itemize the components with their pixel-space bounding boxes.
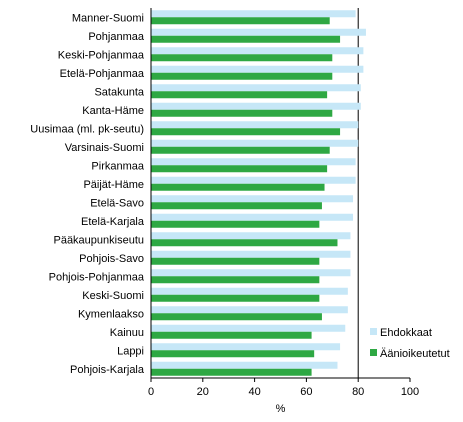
- legend-swatch-0: [370, 328, 377, 335]
- legend-label-0: Ehdokkaat: [380, 327, 432, 339]
- category-labels: Manner-Suomi Pohjanmaa Keski-Pohjanmaa Etel…: [30, 12, 145, 376]
- bar-ehdokkaat-17: [151, 324, 346, 332]
- category-label: Satakunta: [94, 86, 144, 98]
- bar-ehdokkaat-14: [151, 269, 351, 277]
- bar-aanioikeutetut-17: [151, 331, 312, 339]
- category-label: Etelä-Karjala: [81, 216, 145, 228]
- bar-aanioikeutetut-11: [151, 220, 320, 228]
- legend-label-1: Äänioikeutetut: [380, 348, 450, 360]
- bar-aanioikeutetut-14: [151, 276, 320, 284]
- bar-ehdokkaat-1: [151, 28, 366, 36]
- bar-aanioikeutetut-3: [151, 72, 333, 80]
- x-tick-label: 100: [401, 386, 419, 398]
- category-label: Pirkanmaa: [91, 160, 144, 172]
- category-label: Kymenlaakso: [78, 308, 144, 320]
- bar-ehdokkaat-7: [151, 139, 359, 147]
- bar-aanioikeutetut-18: [151, 350, 315, 358]
- bar-aanioikeutetut-12: [151, 239, 338, 247]
- bar-ehdokkaat-12: [151, 232, 351, 240]
- bar-aanioikeutetut-5: [151, 109, 333, 117]
- bar-ehdokkaat-6: [151, 121, 359, 129]
- bar-ehdokkaat-0: [151, 10, 356, 18]
- category-label: Etelä-Savo: [90, 197, 144, 209]
- category-label: Etelä-Pohjanmaa: [60, 68, 145, 80]
- bar-ehdokkaat-4: [151, 84, 361, 92]
- category-label: Pohjanmaa: [88, 31, 145, 43]
- bar-ehdokkaat-16: [151, 306, 348, 314]
- bar-aanioikeutetut-16: [151, 313, 322, 321]
- x-tick-label: 80: [352, 386, 364, 398]
- bars: [151, 10, 366, 376]
- bar-ehdokkaat-13: [151, 250, 351, 258]
- bar-aanioikeutetut-0: [151, 17, 330, 25]
- bar-ehdokkaat-19: [151, 361, 338, 369]
- bar-ehdokkaat-15: [151, 287, 348, 295]
- bar-ehdokkaat-18: [151, 343, 341, 351]
- category-label: Kainuu: [110, 327, 144, 339]
- x-axis-title: %: [276, 403, 286, 415]
- bar-aanioikeutetut-19: [151, 368, 312, 376]
- category-label: Pohjois-Karjala: [70, 364, 145, 376]
- x-axis: 0 20 40 60 80 100: [148, 8, 419, 398]
- bar-ehdokkaat-2: [151, 47, 364, 55]
- category-label: Kanta-Häme: [82, 105, 144, 117]
- category-label: Pääkaupunkiseutu: [53, 234, 144, 246]
- legend-swatch-1: [370, 349, 377, 356]
- bar-aanioikeutetut-2: [151, 54, 333, 62]
- category-label: Päijät-Häme: [83, 179, 144, 191]
- category-label: Keski-Suomi: [82, 290, 144, 302]
- bar-ehdokkaat-10: [151, 195, 354, 203]
- bar-aanioikeutetut-4: [151, 91, 328, 99]
- x-tick-label: 20: [197, 386, 209, 398]
- bar-aanioikeutetut-10: [151, 202, 322, 210]
- bar-aanioikeutetut-6: [151, 128, 341, 136]
- bar-ehdokkaat-3: [151, 65, 364, 73]
- category-label: Keski-Pohjanmaa: [58, 49, 145, 61]
- bar-ehdokkaat-11: [151, 213, 354, 221]
- x-tick-label: 40: [248, 386, 260, 398]
- x-tick-label: 0: [148, 386, 154, 398]
- legend: Ehdokkaat Äänioikeutetut: [370, 327, 450, 360]
- bar-ehdokkaat-9: [151, 176, 356, 184]
- bar-ehdokkaat-5: [151, 102, 361, 110]
- x-tick-label: 60: [300, 386, 312, 398]
- bar-aanioikeutetut-15: [151, 294, 320, 302]
- category-label: Varsinais-Suomi: [65, 142, 144, 154]
- bar-aanioikeutetut-1: [151, 35, 341, 43]
- bar-ehdokkaat-8: [151, 158, 356, 166]
- bar-aanioikeutetut-7: [151, 146, 330, 154]
- category-label: Pohjois-Savo: [79, 253, 144, 265]
- category-label: Lappi: [117, 345, 144, 357]
- category-label: Uusimaa (ml. pk-seutu): [30, 123, 144, 135]
- bar-aanioikeutetut-8: [151, 165, 328, 173]
- category-label: Manner-Suomi: [72, 12, 144, 24]
- bar-aanioikeutetut-9: [151, 183, 325, 191]
- category-label: Pohjois-Pohjanmaa: [49, 271, 145, 283]
- bar-aanioikeutetut-13: [151, 257, 320, 265]
